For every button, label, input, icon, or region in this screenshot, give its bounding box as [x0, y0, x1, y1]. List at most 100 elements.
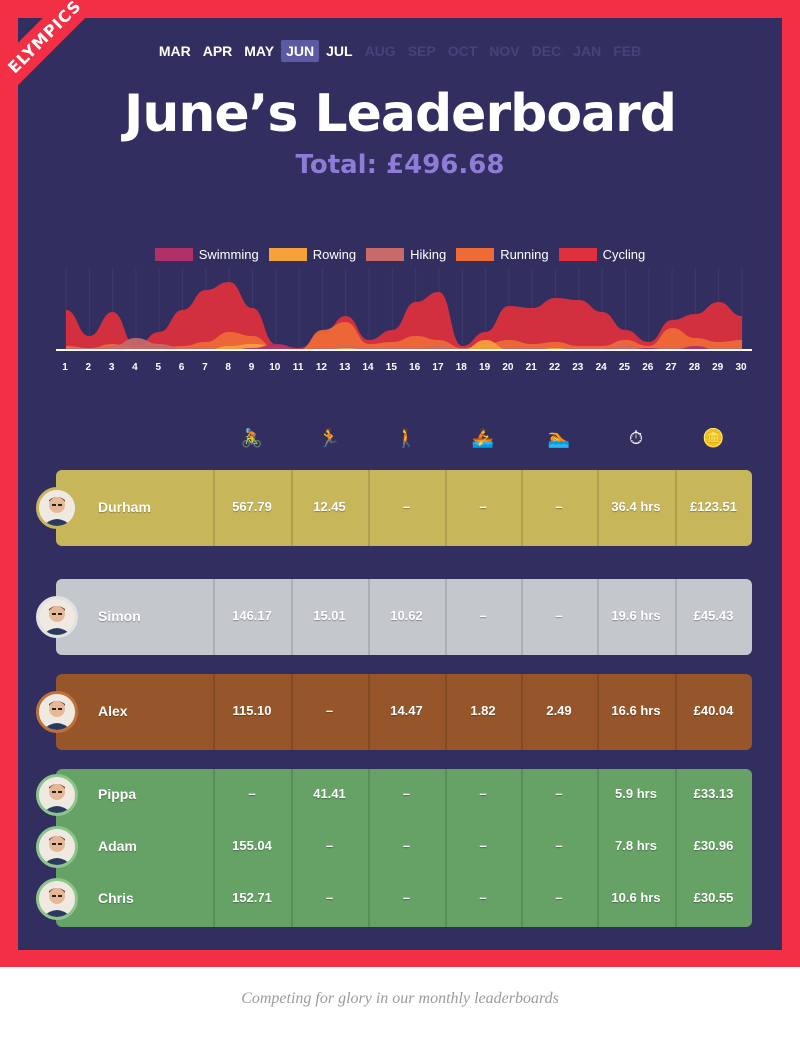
- stat-value: –: [402, 838, 411, 853]
- column-cell: [368, 470, 447, 546]
- month-tab-feb[interactable]: FEB: [613, 43, 642, 59]
- stat-value: £30.55: [693, 890, 734, 905]
- avatar-face-icon: [39, 694, 75, 730]
- player-name: Pippa: [98, 786, 137, 802]
- column-cell: [675, 674, 754, 750]
- column-cell: [291, 674, 370, 750]
- x-tick-label: 4: [132, 362, 138, 373]
- stat-value: 14.47: [390, 703, 423, 718]
- stat-value: 2.49: [546, 703, 572, 718]
- player-name: Simon: [98, 608, 141, 624]
- tier-group-gold: Durham 567.79 12.45 – – – 36.4 hrs £123.51: [36, 470, 752, 546]
- x-tick-label: 27: [665, 362, 677, 373]
- legend-label: Rowing: [312, 247, 357, 263]
- avatar-face-icon: [39, 599, 75, 635]
- x-tick-label: 5: [155, 362, 162, 373]
- column-cell: [675, 579, 754, 655]
- month-tab-apr[interactable]: APR: [202, 43, 233, 59]
- player-name: Chris: [98, 890, 134, 906]
- avatar: [36, 774, 78, 816]
- stat-value: £30.96: [693, 838, 734, 853]
- month-tab-mar[interactable]: MAR: [158, 43, 191, 59]
- avatar: [36, 487, 78, 529]
- x-tick-label: 7: [202, 362, 208, 373]
- column-cell: [445, 674, 523, 750]
- footer-caption: Competing for glory in our monthly leade…: [241, 990, 559, 1007]
- stat-value: –: [402, 890, 411, 905]
- x-tick-label: 25: [618, 362, 630, 373]
- total-amount: Total: £496.68: [295, 150, 505, 180]
- stat-value: 1.82: [470, 703, 496, 718]
- legend-label: Running: [500, 247, 549, 263]
- stat-value: £33.13: [693, 786, 734, 801]
- x-tick-label: 1: [62, 362, 68, 373]
- column-icons: 🚴 🏃 🚶 🚣 🏊 ⏱ 🪙: [0, 425, 800, 455]
- stat-value: £45.43: [693, 608, 734, 623]
- x-tick-label: 14: [362, 362, 374, 373]
- x-tick-label: 18: [455, 362, 467, 373]
- column-cell: [368, 579, 447, 655]
- x-tick-label: 3: [108, 362, 115, 373]
- month-tab-oct[interactable]: OCT: [447, 43, 478, 59]
- month-tab-sep[interactable]: SEP: [407, 43, 436, 59]
- legend-item-running: Running: [456, 246, 549, 263]
- avatar: [36, 596, 78, 638]
- stat-value: 41.41: [313, 786, 346, 801]
- month-tab-dec[interactable]: DEC: [531, 43, 562, 59]
- stat-value: 15.01: [313, 608, 346, 623]
- stat-value: £123.51: [690, 499, 737, 514]
- x-tick-label: 9: [248, 362, 255, 373]
- stat-value: £40.04: [693, 703, 734, 718]
- stat-value: 567.79: [232, 499, 272, 514]
- column-cell: [213, 579, 293, 655]
- month-tab-aug[interactable]: AUG: [364, 43, 396, 59]
- x-tick-label: 12: [315, 362, 327, 373]
- rowing-icon: 🚣: [471, 428, 495, 448]
- column-cell: [291, 769, 370, 927]
- stat-value: 16.6 hrs: [611, 703, 661, 718]
- stat-value: 10.6 hrs: [611, 890, 661, 905]
- column-cell: [597, 674, 677, 750]
- stat-value: –: [479, 786, 487, 801]
- stat-value: –: [479, 890, 487, 905]
- x-tick-label: 6: [178, 362, 185, 373]
- legend-swatch: [154, 248, 193, 262]
- month-tab-jan[interactable]: JAN: [573, 43, 602, 59]
- stat-value: –: [479, 608, 487, 623]
- stat-value: 19.6 hrs: [611, 608, 661, 623]
- avatar: [36, 691, 78, 733]
- legend-label: Cycling: [602, 247, 646, 263]
- column-cell: [213, 769, 293, 927]
- column-cell: [445, 470, 523, 546]
- stat-value: –: [248, 786, 256, 801]
- stat-value: –: [555, 890, 563, 905]
- month-nav: MAR APR MAY JUN JUL AUG SEP OCT NOV DEC JAN FEB: [0, 40, 800, 62]
- x-tick-label: 28: [688, 362, 700, 373]
- stat-value: –: [402, 499, 411, 514]
- stat-value: –: [555, 608, 563, 623]
- stat-value: –: [325, 890, 334, 905]
- legend-label: Swimming: [198, 247, 259, 263]
- stat-value: 5.9 hrs: [615, 786, 657, 801]
- x-tick-label: 2: [85, 362, 92, 373]
- column-cell: [368, 674, 447, 750]
- month-tab-jun[interactable]: JUN: [281, 40, 320, 62]
- column-cell: [597, 470, 677, 546]
- day-axis-labels: 1 2 3 4 5 6 7 8 9 10 11 12 13 14 15 16 17 18 19 20 21 22 23 24 2…: [0, 362, 800, 376]
- activity-area-chart: [56, 268, 752, 351]
- column-cell: [291, 579, 370, 655]
- column-cell: [213, 674, 293, 750]
- tier-group-green: Pippa – 41.41 – – – 5.9 hrs £33.13 Adam 155.04 – – –…: [36, 769, 754, 927]
- month-tab-may[interactable]: MAY: [244, 43, 275, 59]
- month-tab-jul[interactable]: JUL: [326, 43, 353, 59]
- column-cell: [675, 769, 754, 927]
- stat-value: –: [555, 838, 563, 853]
- legend-swatch: [268, 248, 307, 262]
- legend-swatch: [456, 248, 495, 262]
- swimming-icon: 🏊: [547, 428, 571, 448]
- cycling-icon: 🚴: [240, 428, 264, 448]
- tier-group-bronze: Alex 115.10 – 14.47 1.82 2.49 16.6 hrs £40.04: [36, 674, 754, 750]
- month-tab-nov[interactable]: NOV: [489, 43, 520, 59]
- column-cell: [291, 470, 370, 546]
- x-tick-label: 30: [735, 362, 747, 373]
